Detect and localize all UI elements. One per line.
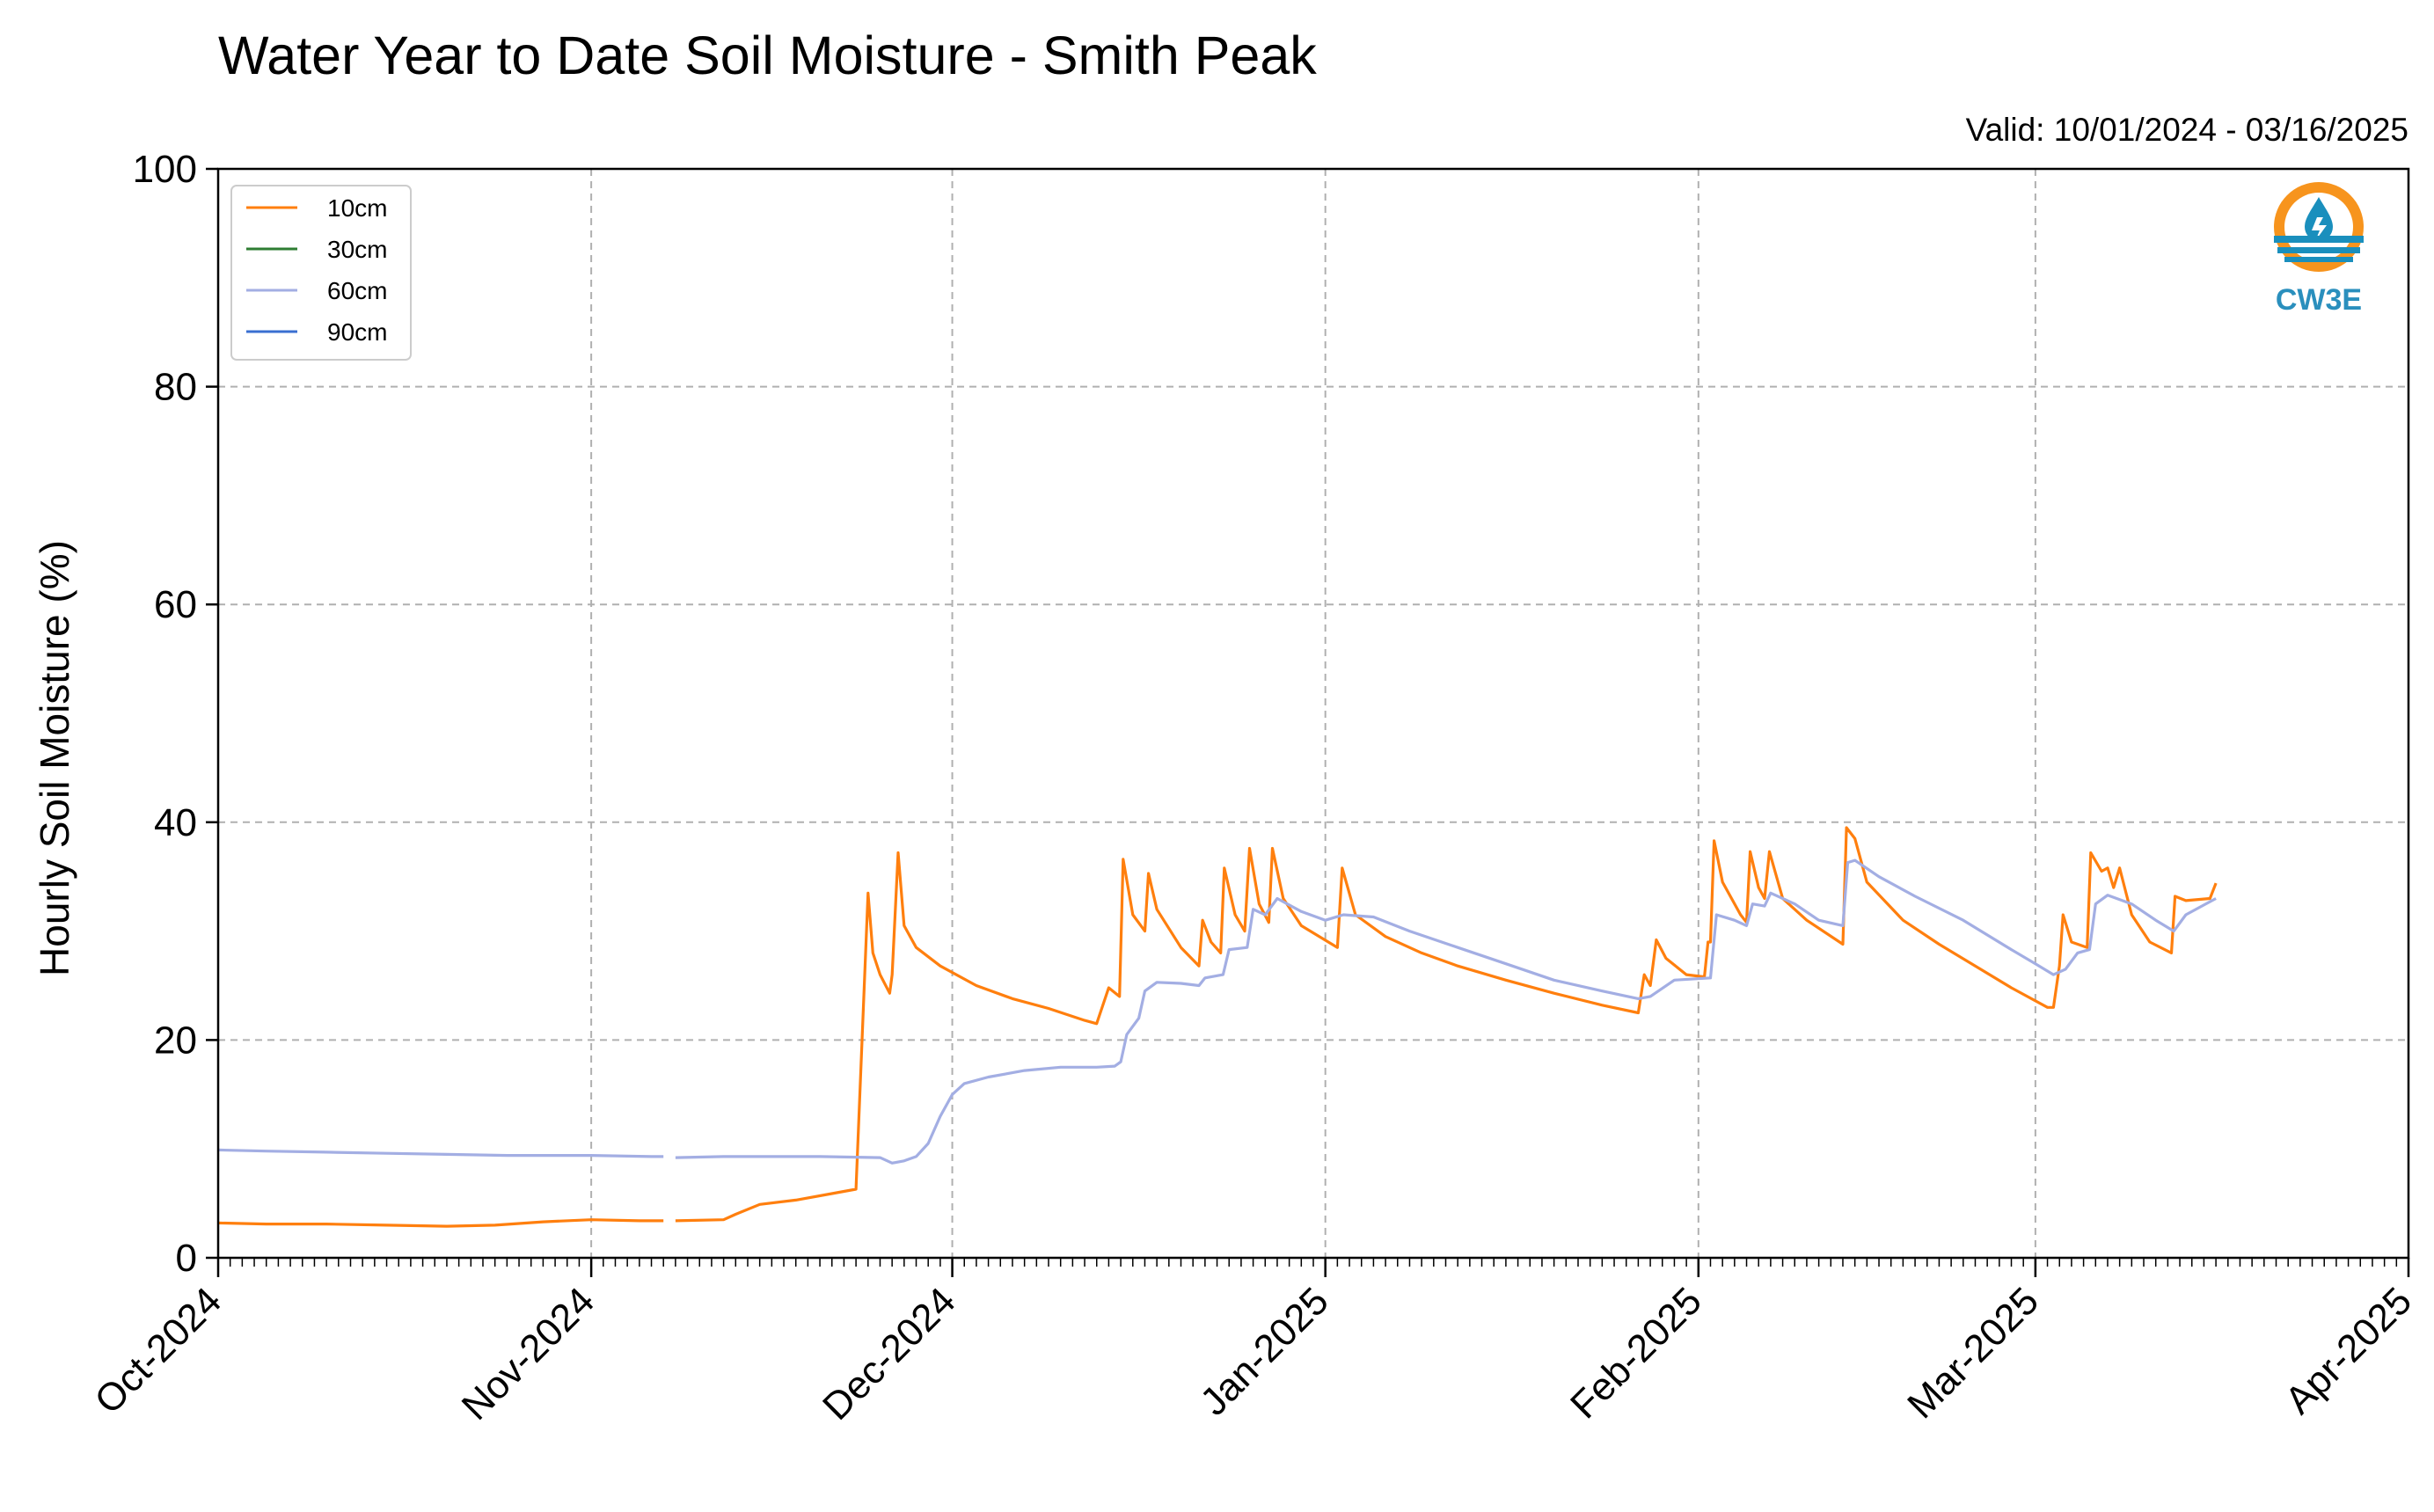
x-tick-label: Feb-2025 [1562,1279,1710,1427]
chart-subtitle: Valid: 10/01/2024 - 03/16/2025 [1966,112,2408,148]
series-line-10cm [217,826,2218,1228]
cw3e-logo-text: CW3E [2276,283,2362,317]
y-tick-label: 20 [154,1019,197,1062]
series-lines [217,826,2218,1228]
grid-lines [218,169,2408,1258]
x-tick-label: Apr-2025 [2277,1279,2420,1422]
legend-label-30cm: 30cm [327,236,387,263]
cw3e-logo: CW3E [2274,182,2364,317]
legend: 10cm 30cm 60cm 90cm [230,185,412,361]
y-tick-label: 60 [154,583,197,626]
x-tick-label: Dec-2024 [815,1279,964,1428]
tick-labels: 0 20 40 60 80 100 Oct-2024 Nov-2024 Dec-2024 Jan-… [86,148,2420,1428]
legend-label-90cm: 90cm [327,318,387,346]
y-tick-label: 0 [176,1237,197,1280]
plot-frame [216,167,2410,1260]
y-tick-label: 80 [154,366,197,409]
tick-marks [206,167,2410,1277]
x-tick-label: Mar-2025 [1899,1279,2047,1427]
y-tick-label: 40 [154,801,197,844]
cw3e-droplet-logo-icon [2274,182,2364,272]
legend-frame [230,185,412,361]
chart-title: Water Year to Date Soil Moisture - Smith… [218,26,1317,85]
x-tick-label: Nov-2024 [454,1279,603,1428]
series-line-60cm [217,858,2217,1165]
legend-label-60cm: 60cm [327,277,387,304]
x-tick-label: Jan-2025 [1192,1279,1336,1423]
x-tick-label: Oct-2024 [86,1279,230,1422]
y-tick-label: 100 [133,148,197,191]
legend-label-10cm: 10cm [327,194,387,222]
y-axis-label: Hourly Soil Moisture (%) [32,540,77,976]
axes [216,167,2410,1260]
